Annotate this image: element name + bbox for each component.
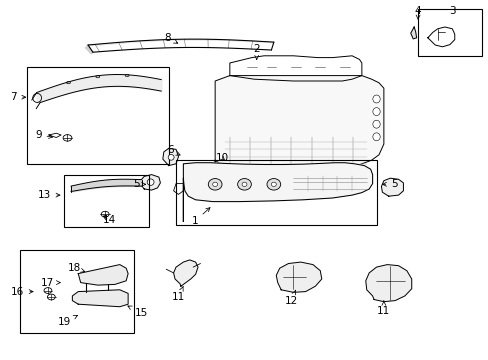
Ellipse shape: [63, 135, 72, 141]
Polygon shape: [173, 260, 198, 286]
Bar: [63, 175, 149, 227]
Ellipse shape: [372, 120, 380, 128]
Polygon shape: [365, 265, 411, 302]
Text: 6: 6: [166, 145, 180, 156]
Polygon shape: [78, 265, 128, 285]
Ellipse shape: [273, 169, 284, 173]
Ellipse shape: [372, 108, 380, 116]
Text: 7: 7: [10, 92, 26, 102]
Text: 16: 16: [11, 287, 33, 297]
Polygon shape: [410, 27, 416, 39]
Text: 3: 3: [448, 6, 455, 16]
Ellipse shape: [239, 169, 249, 173]
Text: 5: 5: [132, 179, 145, 189]
Text: 11: 11: [376, 301, 390, 316]
Text: 15: 15: [128, 306, 147, 318]
Ellipse shape: [237, 179, 251, 190]
Text: 11: 11: [171, 287, 185, 302]
Polygon shape: [183, 163, 372, 221]
Text: 18: 18: [67, 263, 84, 273]
Polygon shape: [215, 76, 383, 196]
Text: 13: 13: [38, 190, 60, 200]
Text: 10: 10: [216, 153, 228, 163]
Ellipse shape: [324, 169, 335, 173]
Ellipse shape: [101, 211, 109, 217]
Ellipse shape: [44, 288, 52, 293]
Polygon shape: [85, 45, 93, 54]
Text: 14: 14: [102, 215, 116, 225]
Text: 5: 5: [382, 179, 397, 189]
Text: 19: 19: [58, 315, 77, 327]
Ellipse shape: [256, 169, 266, 173]
Bar: [417, 9, 481, 56]
Ellipse shape: [208, 179, 222, 190]
Text: 8: 8: [164, 33, 177, 43]
Text: 1: 1: [191, 208, 209, 226]
Ellipse shape: [212, 182, 217, 186]
Polygon shape: [140, 175, 160, 190]
Ellipse shape: [147, 179, 154, 185]
Ellipse shape: [372, 133, 380, 141]
Text: 2: 2: [253, 44, 260, 59]
Ellipse shape: [290, 169, 301, 173]
Ellipse shape: [307, 169, 318, 173]
Polygon shape: [163, 148, 178, 166]
Polygon shape: [276, 262, 321, 292]
Text: 17: 17: [41, 278, 60, 288]
Text: 12: 12: [284, 290, 297, 306]
Ellipse shape: [266, 179, 280, 190]
Ellipse shape: [372, 95, 380, 103]
Polygon shape: [72, 290, 128, 307]
Bar: [27, 67, 168, 164]
Ellipse shape: [47, 294, 55, 300]
Ellipse shape: [168, 154, 174, 160]
Text: 9: 9: [35, 130, 53, 140]
Ellipse shape: [242, 182, 246, 186]
Bar: [176, 160, 376, 225]
Polygon shape: [381, 178, 403, 196]
Ellipse shape: [271, 182, 276, 186]
Text: 4: 4: [414, 6, 421, 19]
Bar: [20, 250, 134, 333]
